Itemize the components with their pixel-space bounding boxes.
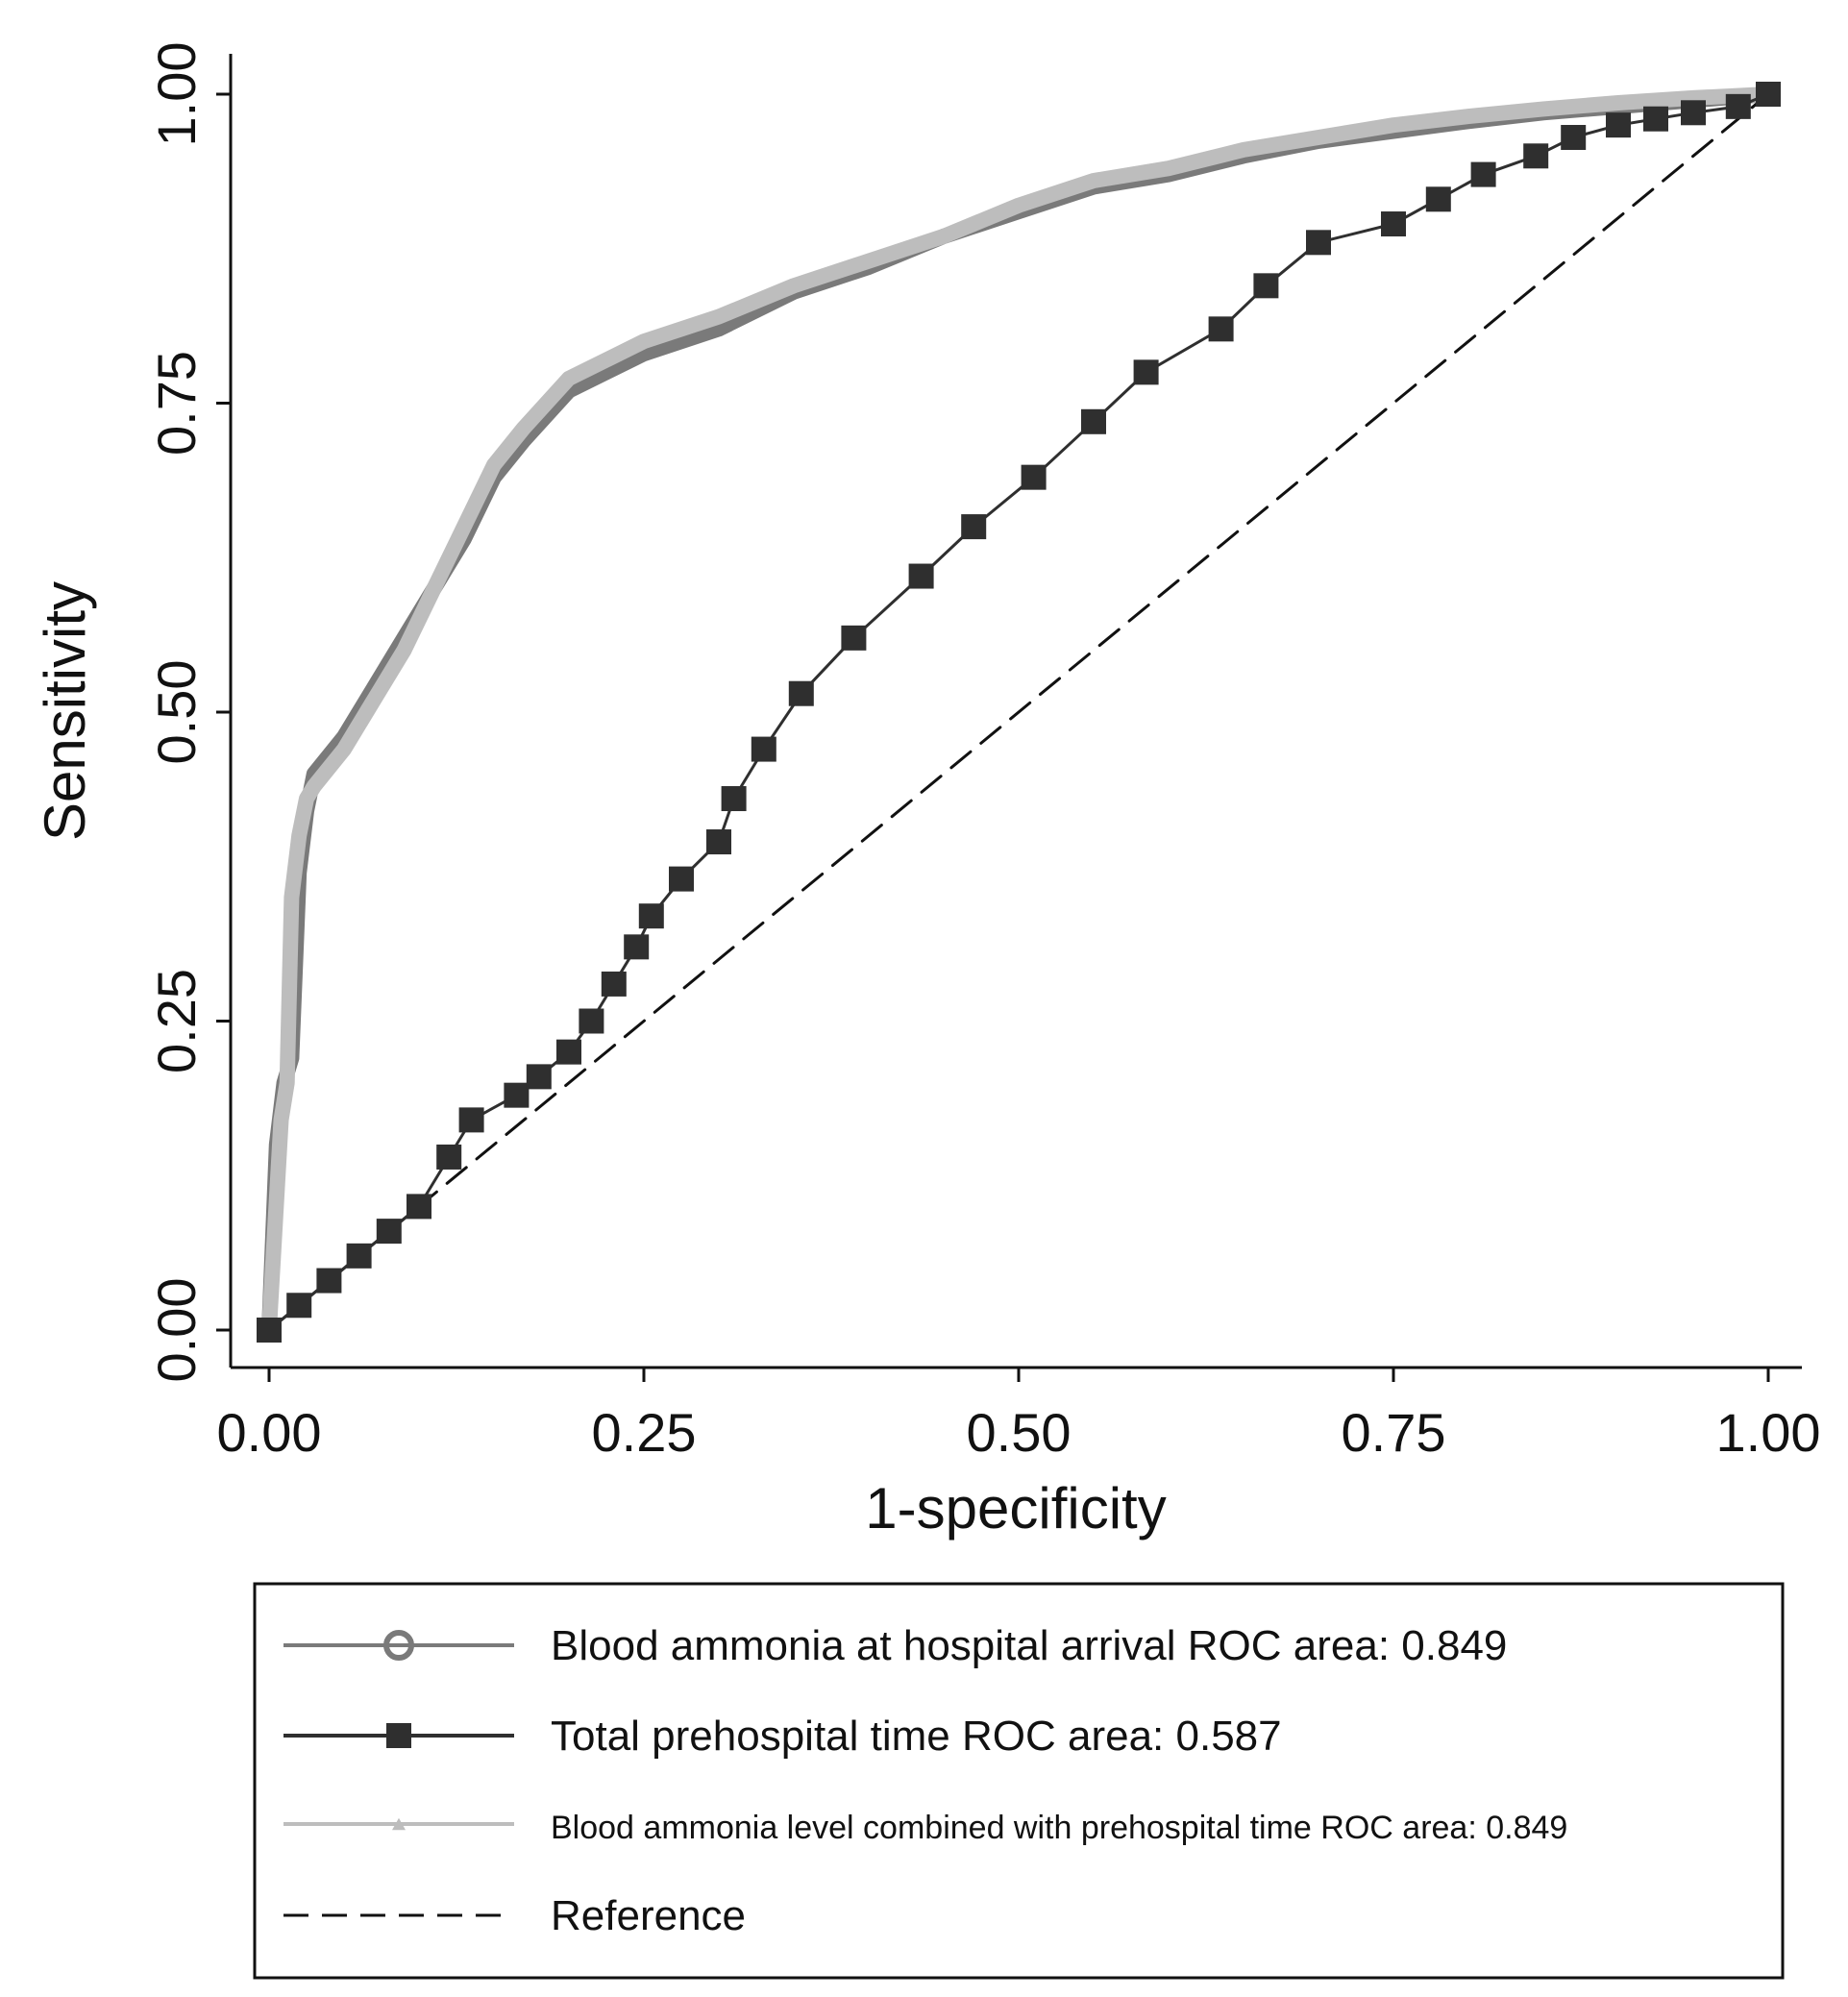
data-point-square bbox=[376, 1219, 402, 1245]
y-axis-title: Sensitivity bbox=[33, 581, 97, 841]
legend-frame bbox=[253, 1582, 1785, 1980]
legend-label: Blood ammonia at hospital arrival ROC ar… bbox=[551, 1622, 1507, 1669]
axes bbox=[229, 54, 1802, 1369]
data-point-square bbox=[1725, 93, 1751, 119]
data-point-square bbox=[961, 514, 987, 540]
x-tick-label: 0.25 bbox=[592, 1402, 697, 1463]
data-point-square bbox=[407, 1194, 431, 1220]
data-point-square bbox=[286, 1293, 312, 1319]
data-point-square bbox=[1756, 82, 1781, 107]
x-ticks: 0.00 0.25 0.50 0.75 1.00 bbox=[217, 1368, 1821, 1463]
data-point-square bbox=[1081, 408, 1106, 434]
data-point-square bbox=[346, 1243, 372, 1269]
data-point-square bbox=[436, 1144, 462, 1170]
x-tick-label: 0.75 bbox=[1342, 1402, 1446, 1463]
y-tick-label: 0.75 bbox=[146, 351, 207, 456]
legend-items: Blood ammonia at hospital arrival ROC ar… bbox=[283, 1622, 1567, 1939]
data-point-square bbox=[526, 1064, 552, 1090]
series-3 bbox=[261, 86, 1776, 1338]
data-point-square bbox=[601, 971, 627, 997]
series-4 bbox=[267, 92, 1770, 1332]
x-tick-label: 0.50 bbox=[967, 1402, 1072, 1463]
data-point-square bbox=[1681, 100, 1706, 126]
data-point-square bbox=[841, 625, 867, 651]
y-ticks: 0.00 0.25 0.50 0.75 1.00 bbox=[146, 42, 231, 1383]
data-point-square bbox=[788, 680, 814, 706]
data-point-square bbox=[1133, 359, 1159, 385]
data-point-square bbox=[579, 1008, 604, 1034]
legend-label: Blood ammonia level combined with prehos… bbox=[551, 1810, 1567, 1846]
data-point-square bbox=[386, 1723, 411, 1748]
legend-item: Reference bbox=[283, 1892, 746, 1939]
series-layer bbox=[257, 82, 1781, 1343]
y-tick-label: 0.50 bbox=[146, 660, 207, 765]
data-point-square bbox=[721, 786, 747, 812]
x-tick-label: 0.00 bbox=[217, 1402, 322, 1463]
x-axis-title: 1-specificity bbox=[865, 1476, 1166, 1541]
data-point-square bbox=[1306, 230, 1331, 256]
legend: Blood ammonia at hospital arrival ROC ar… bbox=[253, 1582, 1785, 1980]
data-point-square bbox=[624, 934, 650, 960]
legend-item: Blood ammonia level combined with prehos… bbox=[283, 1810, 1567, 1846]
y-tick-label: 1.00 bbox=[146, 42, 207, 147]
x-tick-label: 1.00 bbox=[1716, 1402, 1821, 1463]
data-point-square bbox=[1643, 106, 1668, 132]
data-point-square bbox=[1208, 316, 1234, 342]
data-point-square bbox=[751, 736, 776, 762]
series-line bbox=[261, 86, 1776, 1338]
data-point-square bbox=[316, 1268, 342, 1294]
legend-label: Reference bbox=[551, 1892, 746, 1939]
data-point-square bbox=[1561, 125, 1587, 151]
data-point-square bbox=[1425, 186, 1451, 212]
data-point-square bbox=[1523, 143, 1549, 169]
data-point-square bbox=[908, 563, 934, 589]
data-point-square bbox=[1021, 464, 1047, 490]
y-tick-label: 0.25 bbox=[146, 969, 207, 1073]
series-line bbox=[267, 92, 1770, 1332]
legend-item: Blood ammonia at hospital arrival ROC ar… bbox=[283, 1622, 1507, 1669]
data-point-square bbox=[257, 1318, 282, 1343]
data-point-triangle bbox=[392, 1817, 406, 1831]
data-point-circle bbox=[383, 1630, 414, 1661]
legend-label: Total prehospital time ROC area: 0.587 bbox=[551, 1713, 1282, 1760]
data-point-square bbox=[1253, 273, 1279, 299]
data-point-square bbox=[638, 903, 664, 929]
y-tick-label: 0.00 bbox=[146, 1278, 207, 1383]
legend-item: Total prehospital time ROC area: 0.587 bbox=[283, 1713, 1282, 1760]
data-point-square bbox=[706, 829, 731, 855]
data-point-square bbox=[1381, 211, 1406, 237]
series-2 bbox=[257, 82, 1781, 1343]
data-point-square bbox=[1606, 112, 1631, 138]
data-point-square bbox=[458, 1107, 484, 1133]
data-point-square bbox=[504, 1082, 530, 1108]
data-point-square bbox=[669, 866, 694, 892]
data-point-square bbox=[1470, 161, 1496, 187]
data-point-square bbox=[556, 1039, 581, 1065]
